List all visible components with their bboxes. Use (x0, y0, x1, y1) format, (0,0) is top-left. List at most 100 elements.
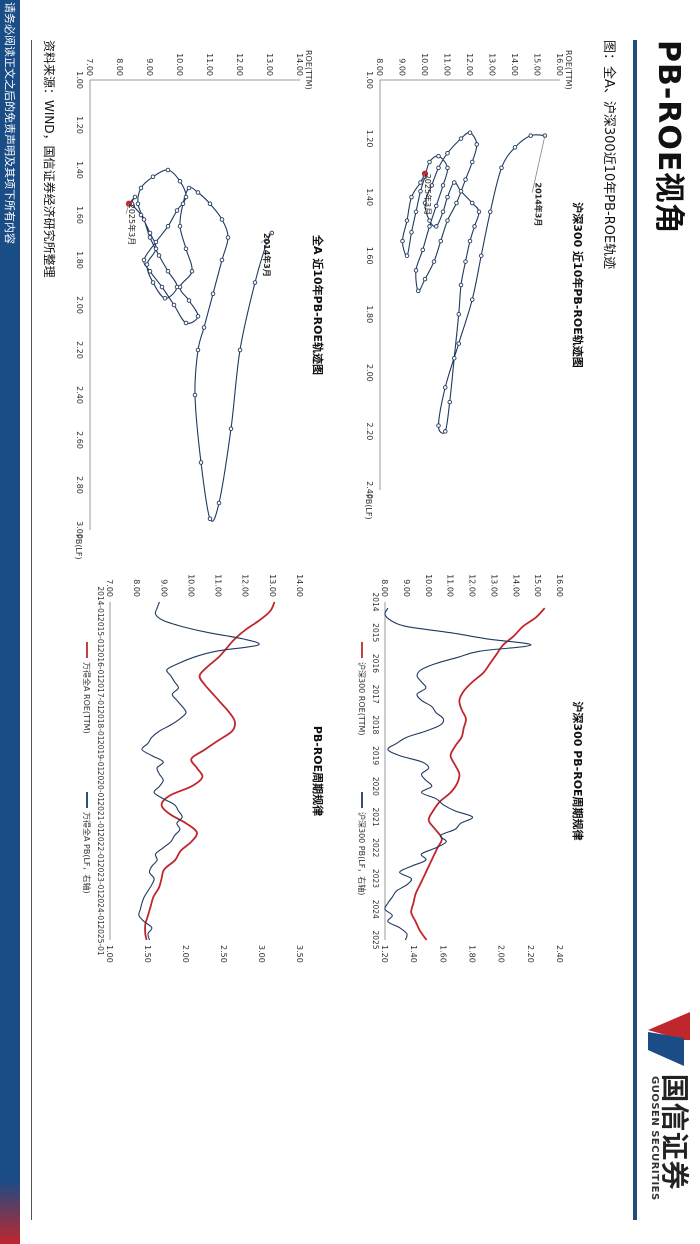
y-tick-label: 16.00 (555, 53, 564, 76)
chart-title: 全A 近10年PB-ROE轨迹图 (311, 234, 325, 375)
series-line-left (410, 607, 546, 941)
trajectory-point (195, 314, 201, 319)
trajectory-point (210, 291, 216, 296)
trajectory-point (156, 253, 162, 258)
trajectory-point (135, 201, 141, 206)
alla-trajectory-chart: 全A 近10年PB-ROE轨迹图 1.00 1.20 1.40 1.60 1.80 2.00… (74, 50, 325, 560)
trajectory-point (207, 516, 213, 522)
trajectory-point (171, 302, 177, 308)
trajectory-point (443, 385, 448, 390)
series-line-left (144, 601, 276, 941)
x-tick-label: 2014-01 (96, 586, 105, 618)
trajectory-point (440, 209, 446, 215)
x-tick-label: 2018 (371, 715, 380, 734)
trajectory-point (488, 209, 493, 215)
trajectory-point (467, 130, 473, 135)
trajectory-point (132, 194, 138, 200)
trajectory-point (440, 183, 446, 188)
trajectory-point (467, 238, 473, 244)
trajectory-point (470, 297, 475, 302)
legend-label: 万得全A ROE(TTM) (82, 662, 92, 734)
trajectory-point (463, 177, 468, 182)
trajectory-point (216, 500, 222, 506)
y-left-tick-label: 16.00 (555, 574, 564, 597)
trajectory-point (456, 312, 462, 317)
trajectory-point (198, 460, 204, 465)
trajectory-point (528, 133, 534, 138)
figure-caption: 图：全A、沪深300近10年PB-ROE轨迹 (601, 40, 616, 270)
y-tick-label: 12.00 (235, 53, 244, 76)
series-line-right (384, 607, 532, 941)
series-line-right (138, 601, 260, 941)
annotation-label: 2025年3月 (127, 204, 137, 245)
x-tick-label: 2023-01 (96, 863, 105, 895)
trajectory-point (499, 165, 504, 171)
logo-name-cn: 国信证券 (658, 1074, 691, 1191)
annotation-label: 2025年3月 (423, 174, 433, 215)
trajectory-point (470, 200, 475, 206)
x-tick-label: 2014 (371, 592, 380, 611)
y-tick-label: 9.00 (398, 58, 407, 76)
trajectory-point (456, 341, 462, 346)
y-tick-label: 8.00 (115, 58, 124, 76)
y-tick-label: 14.00 (510, 53, 519, 76)
y-left-tick-label: 13.00 (489, 574, 498, 597)
y-right-tick-label: 2.50 (219, 945, 228, 963)
annotation-label: 2014年3月 (533, 183, 543, 227)
x-tick-label: 2016-01 (96, 648, 105, 680)
x-tick-label: 2.40 (365, 481, 374, 499)
y-left-tick-label: 8.00 (132, 579, 141, 597)
trajectory-point (201, 325, 207, 330)
trajectory-point (192, 392, 198, 398)
x-tick-label: 2025 (371, 930, 380, 949)
x-tick-label: 1.60 (365, 247, 374, 265)
y-left-tick-label: 9.00 (402, 579, 411, 597)
y-tick-label: 9.00 (145, 58, 154, 76)
y-tick-label: 13.00 (488, 53, 497, 76)
trajectory-point (472, 224, 477, 229)
x-tick-label: 2021 (371, 808, 380, 827)
y-right-tick-label: 1.60 (438, 945, 447, 963)
trajectory-point (409, 230, 414, 235)
trajectory-point (416, 288, 421, 294)
annotation-leader (125, 203, 130, 214)
y-tick-label: 10.00 (175, 53, 184, 76)
x-tick-label: 2019-01 (96, 740, 105, 772)
annotation-label: 2014年3月 (262, 233, 272, 277)
bottom-rule (31, 40, 32, 1220)
x-tick-label: 2019 (371, 746, 380, 765)
trajectory-point (195, 190, 201, 195)
x-tick-label: 2018-01 (96, 709, 105, 741)
y-left-tick-label: 8.00 (380, 579, 389, 597)
trajectory-point (150, 280, 156, 285)
trajectory-point (153, 239, 159, 245)
y-tick-label: 15.00 (533, 53, 542, 76)
y-left-tick-label: 10.00 (186, 574, 195, 597)
trajectory-point (141, 217, 147, 222)
trajectory-point (452, 355, 457, 361)
trajectory-point (225, 235, 231, 240)
y-tick-label: 11.00 (205, 53, 214, 76)
x-tick-label: 2015 (371, 623, 380, 642)
trajectory-point (252, 280, 258, 285)
y-left-tick-label: 11.00 (446, 574, 455, 597)
x-tick-label: 1.20 (365, 130, 374, 148)
x-tick-label: 2017-01 (96, 679, 105, 711)
trajectory-point (427, 159, 432, 165)
x-tick-label: 2020 (371, 777, 380, 796)
x-tick-label: 1.40 (75, 161, 84, 179)
y-tick-label: 11.00 (443, 53, 452, 76)
y-right-tick-label: 2.40 (555, 945, 564, 963)
x-tick-label: 2.00 (75, 296, 84, 314)
annotation-leader (421, 173, 426, 184)
y-left-tick-label: 11.00 (214, 574, 223, 597)
y-right-tick-label: 1.40 (409, 945, 418, 963)
x-tick-label: 2022-01 (96, 832, 105, 864)
trajectory-point (512, 145, 518, 150)
trajectory-point (429, 183, 435, 188)
alla-timeseries-chart: PB-ROE周期规律2014-012015-012016-012017-0120… (82, 574, 325, 963)
y-left-tick-label: 15.00 (533, 574, 542, 597)
trajectory-point (400, 238, 405, 244)
y-left-tick-label: 10.00 (424, 574, 433, 597)
trajectory-point (177, 223, 183, 229)
